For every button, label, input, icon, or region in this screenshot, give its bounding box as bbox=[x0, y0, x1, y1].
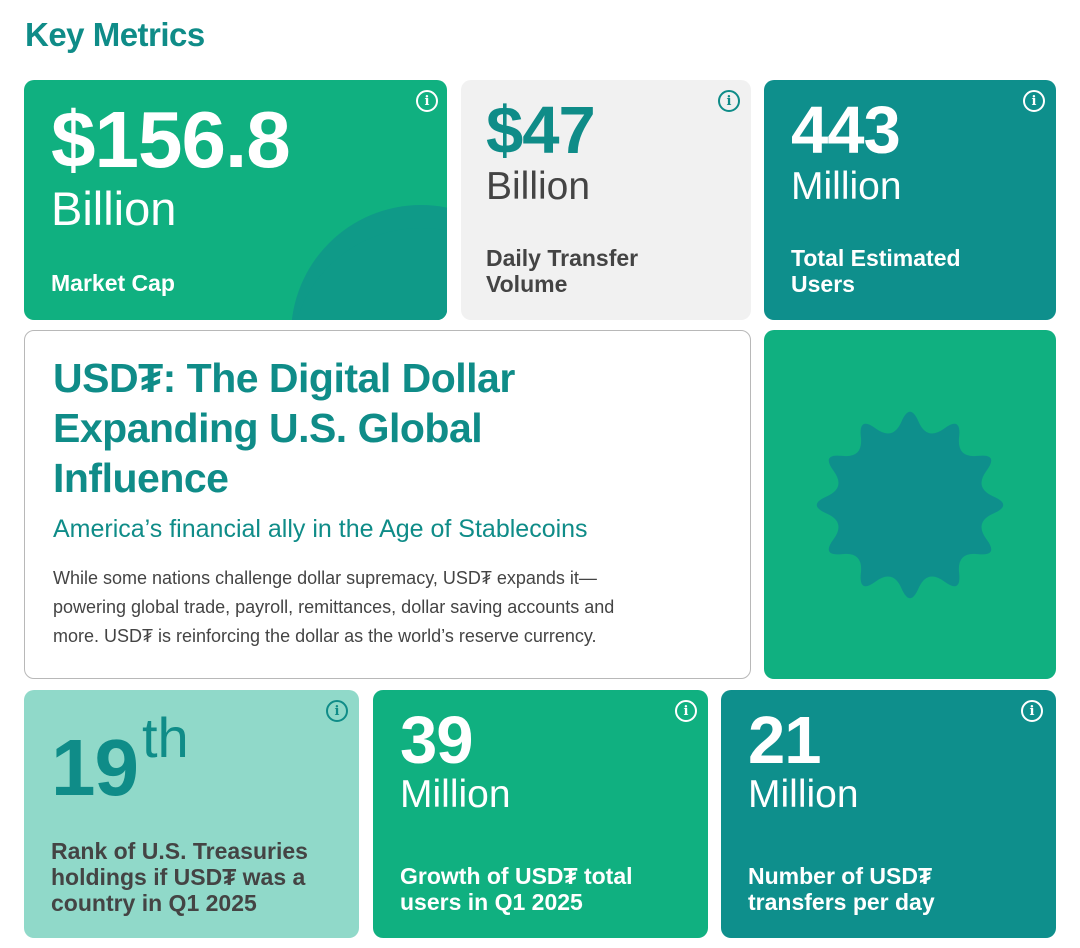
info-icon[interactable]: i bbox=[1023, 90, 1045, 112]
ordinal-suffix: th bbox=[142, 706, 189, 769]
info-icon[interactable]: i bbox=[416, 90, 438, 112]
info-icon[interactable]: i bbox=[675, 700, 697, 722]
metric-label-line: country in Q1 2025 bbox=[51, 890, 257, 916]
metric-label-line: users in Q1 2025 bbox=[400, 889, 583, 915]
metric-value: 21 bbox=[748, 703, 822, 778]
headline-line: Influence bbox=[53, 455, 229, 501]
metric-unit: Billion bbox=[51, 182, 177, 235]
metric-unit: Million bbox=[400, 773, 511, 816]
metric-unit: Million bbox=[748, 773, 859, 816]
headline-line: USD₮: The Digital Dollar bbox=[53, 355, 515, 401]
info-icon[interactable]: i bbox=[718, 90, 740, 112]
body-line: powering global trade, payroll, remittan… bbox=[53, 597, 615, 617]
metric-value: $156.8 bbox=[51, 95, 291, 184]
body-line: While some nations challenge dollar supr… bbox=[53, 568, 597, 588]
metric-label: Rank of U.S. Treasuries holdings if USD₮… bbox=[51, 838, 308, 916]
metric-label: Number of USD₮ transfers per day bbox=[748, 863, 935, 915]
feature-body: While some nations challenge dollar supr… bbox=[53, 564, 733, 651]
info-icon[interactable]: i bbox=[1021, 700, 1043, 722]
total-users-card: i 443 Million Total Estimated Users bbox=[764, 80, 1056, 320]
metric-value: 19 bbox=[51, 723, 139, 812]
info-icon[interactable]: i bbox=[326, 700, 348, 722]
treasuries-rank-card: i 19 th Rank of U.S. Treasuries holdings… bbox=[24, 690, 359, 938]
metric-unit: Billion bbox=[486, 165, 591, 208]
metric-label: Market Cap bbox=[51, 270, 175, 296]
metric-label-line: transfers per day bbox=[748, 889, 935, 915]
metric-label: Daily Transfer Volume bbox=[486, 245, 638, 297]
user-growth-card: i 39 Million Growth of USD₮ total users … bbox=[373, 690, 708, 938]
page-title: Key Metrics bbox=[25, 16, 205, 53]
feature-headline: USD₮: The Digital Dollar Expanding U.S. … bbox=[53, 353, 673, 503]
headline-line: Expanding U.S. Global bbox=[53, 405, 483, 451]
metric-label-line: Growth of USD₮ total bbox=[400, 863, 633, 889]
metric-label-line: Daily Transfer bbox=[486, 245, 639, 271]
feature-card: USD₮: The Digital Dollar Expanding U.S. … bbox=[24, 330, 751, 679]
metric-value: 443 bbox=[791, 93, 901, 168]
daily-transfers-card: i 21 Million Number of USD₮ transfers pe… bbox=[721, 690, 1056, 938]
metric-label-line: Total Estimated bbox=[791, 245, 961, 271]
metric-label-line: Volume bbox=[486, 271, 568, 297]
feature-subtitle: America’s financial ally in the Age of S… bbox=[53, 515, 588, 543]
daily-transfer-volume-card: i $47 Billion Daily Transfer Volume bbox=[461, 80, 751, 320]
metric-value: $47 bbox=[486, 93, 596, 168]
metric-label-line: Rank of U.S. Treasuries bbox=[51, 838, 308, 864]
decorative-card bbox=[764, 330, 1056, 679]
starburst-icon bbox=[816, 411, 1004, 599]
metric-label-line: Market Cap bbox=[51, 270, 175, 296]
metric-label-line: Users bbox=[791, 271, 855, 297]
metric-unit: Million bbox=[791, 165, 902, 208]
body-line: more. USD₮ is reinforcing the dollar as … bbox=[53, 626, 597, 646]
market-cap-card: i $156.8 Billion Market Cap bbox=[24, 80, 447, 320]
metric-label: Growth of USD₮ total users in Q1 2025 bbox=[400, 863, 633, 915]
metric-label-line: holdings if USD₮ was a bbox=[51, 864, 306, 890]
metric-value: 39 bbox=[400, 703, 474, 778]
metric-label: Total Estimated Users bbox=[791, 245, 961, 297]
metric-label-line: Number of USD₮ bbox=[748, 863, 932, 889]
